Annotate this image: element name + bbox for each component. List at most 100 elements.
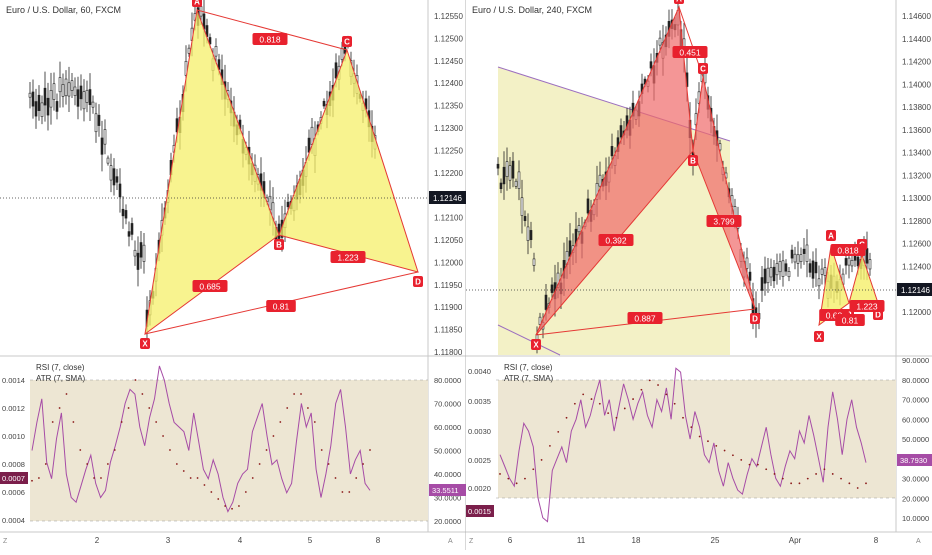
- rsi-axis-label: 50.0000: [902, 435, 929, 444]
- current-price-label: 1.12146: [901, 286, 930, 295]
- ratio-tag: [330, 251, 366, 263]
- atr-dot: [231, 507, 233, 510]
- candle-body: [130, 223, 134, 235]
- small-point-tag: [814, 331, 824, 342]
- candle-body: [133, 249, 137, 257]
- rsi-axis-label: 50.0000: [434, 447, 461, 456]
- ratio-label: 3.799: [713, 217, 735, 227]
- rsi-line: [31, 365, 371, 513]
- candle-body: [142, 244, 146, 262]
- atr-dot: [815, 473, 817, 475]
- atr-value-label: 0.0007: [2, 474, 25, 483]
- zone-trendline: [497, 66, 731, 142]
- atr-dot: [707, 440, 709, 443]
- candle-body: [82, 91, 86, 110]
- chart-title: Euro / U.S. Dollar, 60, FXCM: [6, 5, 121, 15]
- price-tick-label: 1.13600: [902, 126, 931, 135]
- pattern-point-label: X: [533, 341, 539, 350]
- pattern-triangle-bcd: [692, 76, 756, 310]
- time-tick-label: 2: [95, 536, 100, 545]
- atr-dot: [515, 482, 518, 485]
- atr-dot: [499, 473, 501, 475]
- atr-dot: [258, 463, 261, 465]
- candle-body: [127, 231, 131, 237]
- candle-body: [37, 94, 41, 111]
- candle-body: [31, 91, 35, 107]
- candle-body: [796, 254, 800, 264]
- atr-dot: [169, 449, 171, 451]
- rsi-axis-label: 40.0000: [434, 470, 461, 479]
- pattern-point-label: B: [276, 241, 282, 250]
- time-tick-label: 5: [308, 536, 313, 545]
- candle-body: [499, 182, 503, 190]
- atr-dot: [113, 449, 116, 451]
- price-tick-label: 1.12450: [434, 57, 463, 66]
- small-point-label: D: [875, 311, 881, 320]
- atr-dot: [106, 463, 109, 465]
- small-ratio-tag: [835, 314, 865, 326]
- timezone-label: Z: [469, 538, 474, 545]
- rsi-value-label: 33.5511: [432, 486, 459, 495]
- candle-body: [43, 87, 47, 106]
- atr-dot: [265, 449, 268, 451]
- candle-body: [790, 249, 794, 259]
- price-tick-label: 1.13800: [902, 103, 931, 112]
- atr-dot: [182, 470, 185, 472]
- candle-body: [868, 259, 872, 270]
- time-tick-label: 6: [508, 536, 513, 545]
- candle-body: [64, 78, 68, 97]
- price-tick-label: 1.14000: [902, 80, 931, 89]
- candle-body: [40, 102, 44, 117]
- chart-title: Euro / U.S. Dollar, 240, FXCM: [472, 5, 592, 15]
- time-tick-label: 25: [711, 536, 720, 545]
- candle-body: [799, 254, 803, 263]
- pattern-line-ac: [196, 9, 348, 51]
- price-tick-label: 1.12100: [434, 214, 463, 223]
- candle-body: [865, 248, 869, 264]
- atr-dot: [806, 477, 809, 480]
- candle-body: [106, 157, 110, 164]
- price-tick-label: 1.12250: [434, 146, 463, 155]
- atr-dot: [582, 393, 585, 396]
- atr-dot: [334, 477, 337, 479]
- candle-body: [52, 83, 56, 100]
- atr-dot: [196, 477, 199, 479]
- candle-body: [61, 84, 65, 97]
- indicator-label-rsi: RSI (7, close): [36, 363, 85, 372]
- candle-body: [745, 257, 749, 269]
- candle-body: [808, 263, 812, 273]
- atr-dot: [748, 463, 751, 466]
- atr-dot: [320, 449, 323, 451]
- candle-body: [586, 198, 590, 214]
- candle-body: [100, 137, 104, 155]
- candle-body: [103, 129, 107, 145]
- candle-body: [55, 101, 59, 112]
- rsi-line: [499, 367, 867, 523]
- pattern-point-tag: [342, 36, 352, 47]
- candle-body: [763, 268, 767, 284]
- candle-body: [598, 174, 602, 187]
- atr-dot: [148, 407, 151, 409]
- atr-dot: [773, 473, 776, 475]
- atr-dot: [831, 473, 834, 475]
- candle-body: [523, 216, 527, 221]
- atr-dot: [781, 477, 784, 480]
- atr-dot: [210, 491, 213, 493]
- candle-body: [97, 114, 101, 126]
- candle-body: [118, 183, 122, 198]
- price-tick-label: 1.12000: [902, 308, 931, 317]
- atr-axis-label: 0.0035: [468, 397, 491, 406]
- atr-dot: [355, 477, 358, 479]
- candle-body: [760, 277, 764, 291]
- atr-dot: [155, 421, 158, 423]
- pattern-point-tag: [274, 239, 284, 250]
- atr-dot: [279, 421, 282, 423]
- atr-dot: [532, 468, 535, 471]
- candle-body: [214, 46, 218, 57]
- atr-axis-label: 0.0010: [2, 432, 25, 441]
- rsi-axis-label: 80.0000: [902, 376, 929, 385]
- price-tick-label: 1.14600: [902, 12, 931, 21]
- small-point-label: A: [828, 232, 834, 241]
